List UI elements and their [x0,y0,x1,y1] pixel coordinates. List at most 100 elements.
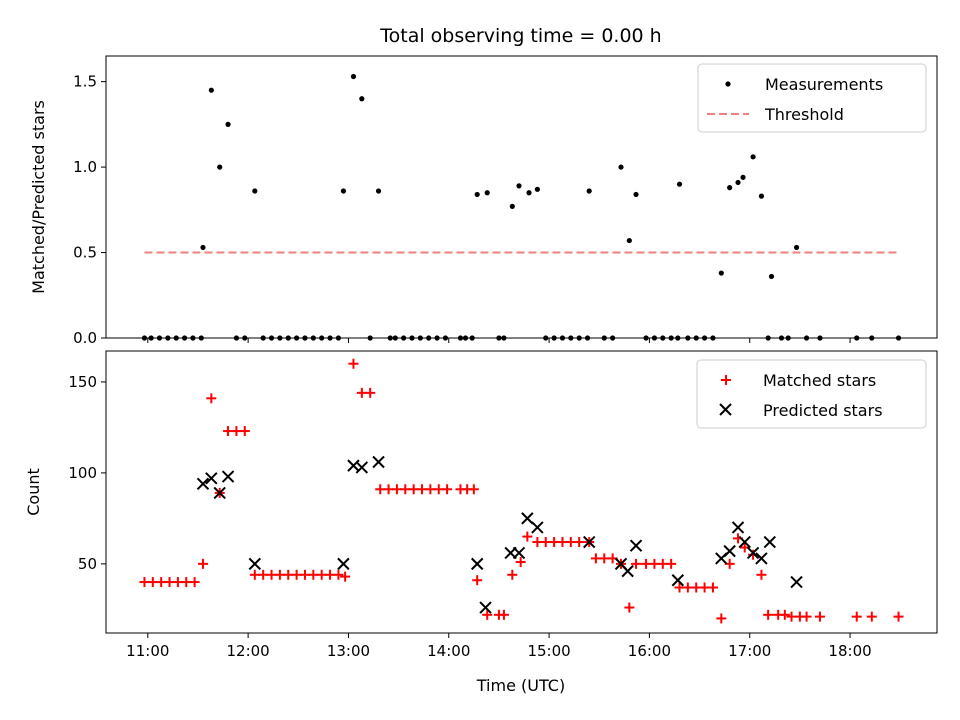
top-legend-box [697,63,927,133]
matched-star-marker [814,611,825,622]
predicted-star-marker [583,535,596,549]
measurement-point [768,273,775,280]
bottom-plot-frame [105,350,938,634]
matched-star-marker [666,558,677,569]
measurement-point [735,179,741,186]
predicted-star-marker [372,455,385,469]
matched-star-marker [400,484,411,495]
matched-star-marker [624,602,635,613]
matched-star-marker [691,582,702,593]
matched-star-marker [274,569,285,580]
matched-star-marker [699,582,710,593]
matched-star-marker [522,531,533,542]
measurement-point [474,191,480,198]
legend-label-threshold: Threshold [764,105,844,124]
predicted-star-marker [213,486,226,500]
matched-star-marker [340,571,351,582]
measurement-point [793,244,800,251]
matched-star-marker [515,557,526,568]
matched-star-marker [540,537,551,548]
matched-star-marker [283,569,294,580]
predicted-markers [196,455,803,614]
measurement-point [217,164,223,170]
measurement-point [758,193,765,199]
matched-star-marker [206,393,217,404]
predicted-star-marker [196,477,210,491]
matched-star-marker [565,537,576,548]
measurement-point [750,154,756,160]
bottom-y-tick-label: 50 [78,555,97,573]
matched-star-marker [231,426,242,437]
predicted-star-marker [337,557,350,571]
matched-star-marker [442,484,453,495]
matched-star-marker [657,558,668,569]
matched-star-marker [139,577,150,588]
predicted-star-marker [531,521,544,534]
matched-star-marker [507,569,518,580]
measurement-point [586,188,592,194]
measurement-point [509,203,515,209]
matched-star-marker [557,537,568,548]
matched-star-marker [239,426,250,437]
matched-star-marker [375,484,386,495]
legend-plus-marker [721,375,731,385]
matched-star-marker [189,577,200,588]
top-y-tick-label: 0.5 [73,244,97,262]
bottom-x-tick-label: 12:00 [227,642,270,660]
measurement-point [200,244,206,251]
predicted-star-marker [723,544,736,558]
matched-star-marker [197,558,208,569]
predicted-star-marker [671,574,685,587]
matched-star-marker [866,611,877,622]
matched-star-marker [641,558,652,569]
bottom-legend: Matched stars Predicted stars [696,359,927,429]
matched-star-marker [716,613,727,624]
matched-star-marker [851,611,862,622]
measurement-point [526,190,532,196]
matched-star-marker [223,426,234,437]
bottom-y-tick-label: 100 [68,464,97,482]
predicted-star-marker [521,512,534,525]
matched-star-marker [383,484,394,495]
predicted-star-marker [731,521,745,534]
matched-star-marker [779,609,790,620]
predicted-star-marker [790,575,803,589]
matched-star-marker [532,537,543,548]
matched-star-marker [325,569,336,580]
matched-star-marker [599,553,610,564]
measurement-point [350,73,357,80]
matched-star-marker [249,569,260,580]
matched-star-marker [258,569,269,580]
matched-star-marker [498,609,509,620]
matched-star-marker [482,609,493,620]
measurement-point [484,190,490,196]
matched-star-marker [631,558,642,569]
measurement-point [516,183,522,189]
measurement-point [676,181,683,187]
matched-star-marker [356,387,367,398]
measurement-point [359,96,365,102]
matched-star-marker [391,484,402,495]
matched-star-marker [299,569,310,580]
legend-label-matched: Matched stars [763,371,876,390]
x-axis-label: Time (UTC) [476,676,565,695]
measurement-point [727,185,733,191]
predicted-star-marker [621,564,634,578]
bottom-y-ticks: 50 100 150 [68,373,106,573]
measurement-point [718,270,724,276]
matched-star-marker [408,484,419,495]
top-y-tick-label: 1.0 [73,158,97,176]
legend-label-measurements: Measurements [765,75,883,94]
matched-star-marker [674,582,685,593]
top-y-tick-label: 1.5 [73,73,97,91]
predicted-star-marker [738,535,751,549]
measurement-point [626,237,632,244]
matched-star-marker [590,553,601,564]
matched-star-marker [316,569,327,580]
matched-star-marker [147,577,158,588]
predicted-star-marker [629,539,643,552]
bottom-x-tick-label: 15:00 [527,642,570,660]
bottom-x-tick-label: 13:00 [327,642,370,660]
measurement-point [208,87,214,93]
